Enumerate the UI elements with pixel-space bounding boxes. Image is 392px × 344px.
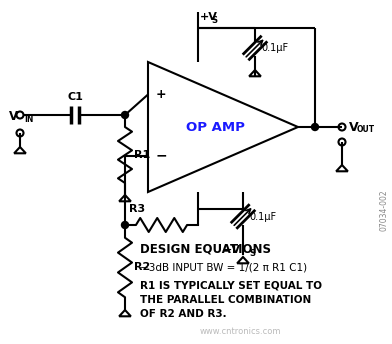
Text: −3dB INPUT BW = 1/(2 π R1 C1): −3dB INPUT BW = 1/(2 π R1 C1) [140, 263, 307, 273]
Text: 0.1μF: 0.1μF [249, 212, 276, 222]
Text: +: + [156, 88, 166, 101]
Text: V: V [9, 109, 18, 122]
Text: OUT: OUT [357, 125, 375, 133]
Text: R2: R2 [134, 262, 150, 272]
Circle shape [122, 111, 129, 118]
Text: S: S [249, 248, 255, 258]
Text: +V: +V [200, 12, 218, 22]
Text: www.cntronics.com: www.cntronics.com [199, 327, 281, 336]
Text: R1: R1 [134, 150, 150, 160]
Text: DESIGN EQUATIONS: DESIGN EQUATIONS [140, 242, 271, 255]
Circle shape [122, 222, 129, 228]
Text: OP AMP: OP AMP [185, 120, 245, 133]
Text: V: V [349, 120, 359, 133]
Text: 07034-002: 07034-002 [380, 189, 389, 231]
Text: IN: IN [24, 115, 33, 123]
Text: C1: C1 [67, 92, 83, 102]
Text: −: − [155, 149, 167, 163]
Text: S: S [211, 16, 217, 25]
Circle shape [312, 123, 318, 130]
Text: −V: −V [223, 245, 241, 255]
Text: R3: R3 [129, 204, 145, 214]
Text: 0.1μF: 0.1μF [261, 43, 288, 53]
Text: R1 IS TYPICALLY SET EQUAL TO
THE PARALLEL COMBINATION
OF R2 AND R3.: R1 IS TYPICALLY SET EQUAL TO THE PARALLE… [140, 281, 322, 319]
